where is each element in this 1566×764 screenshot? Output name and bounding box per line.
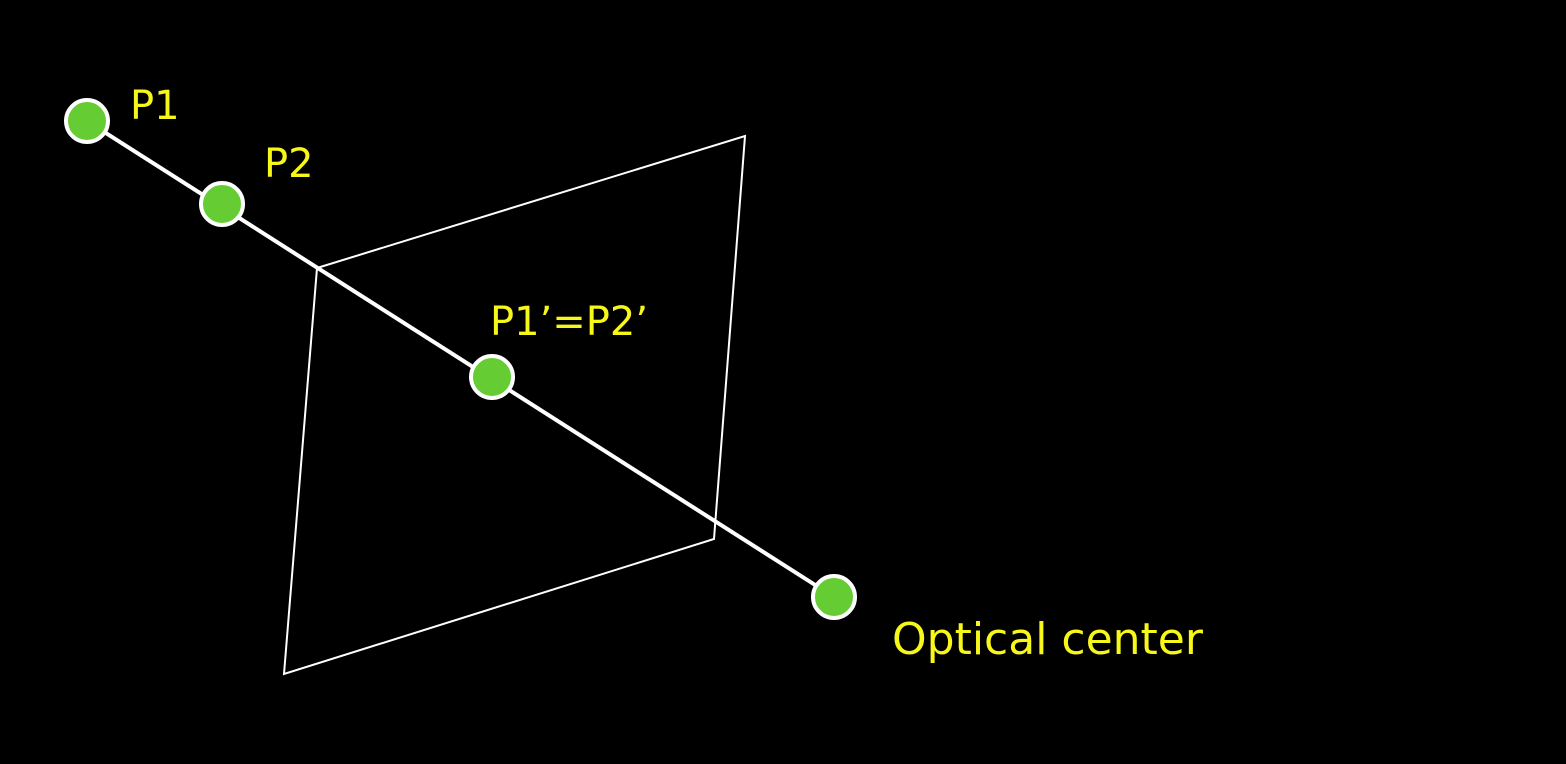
label-p1: P1 (130, 83, 180, 129)
point-optical-center (811, 574, 857, 620)
point-projection (469, 354, 515, 400)
point-p1 (64, 98, 110, 144)
point-p2 (199, 181, 245, 227)
projection-ray (85, 119, 836, 599)
label-p2: P2 (264, 141, 314, 187)
label-projection: P1’=P2’ (490, 299, 648, 345)
label-optical-center: Optical center (892, 614, 1204, 665)
image-plane (282, 134, 747, 676)
